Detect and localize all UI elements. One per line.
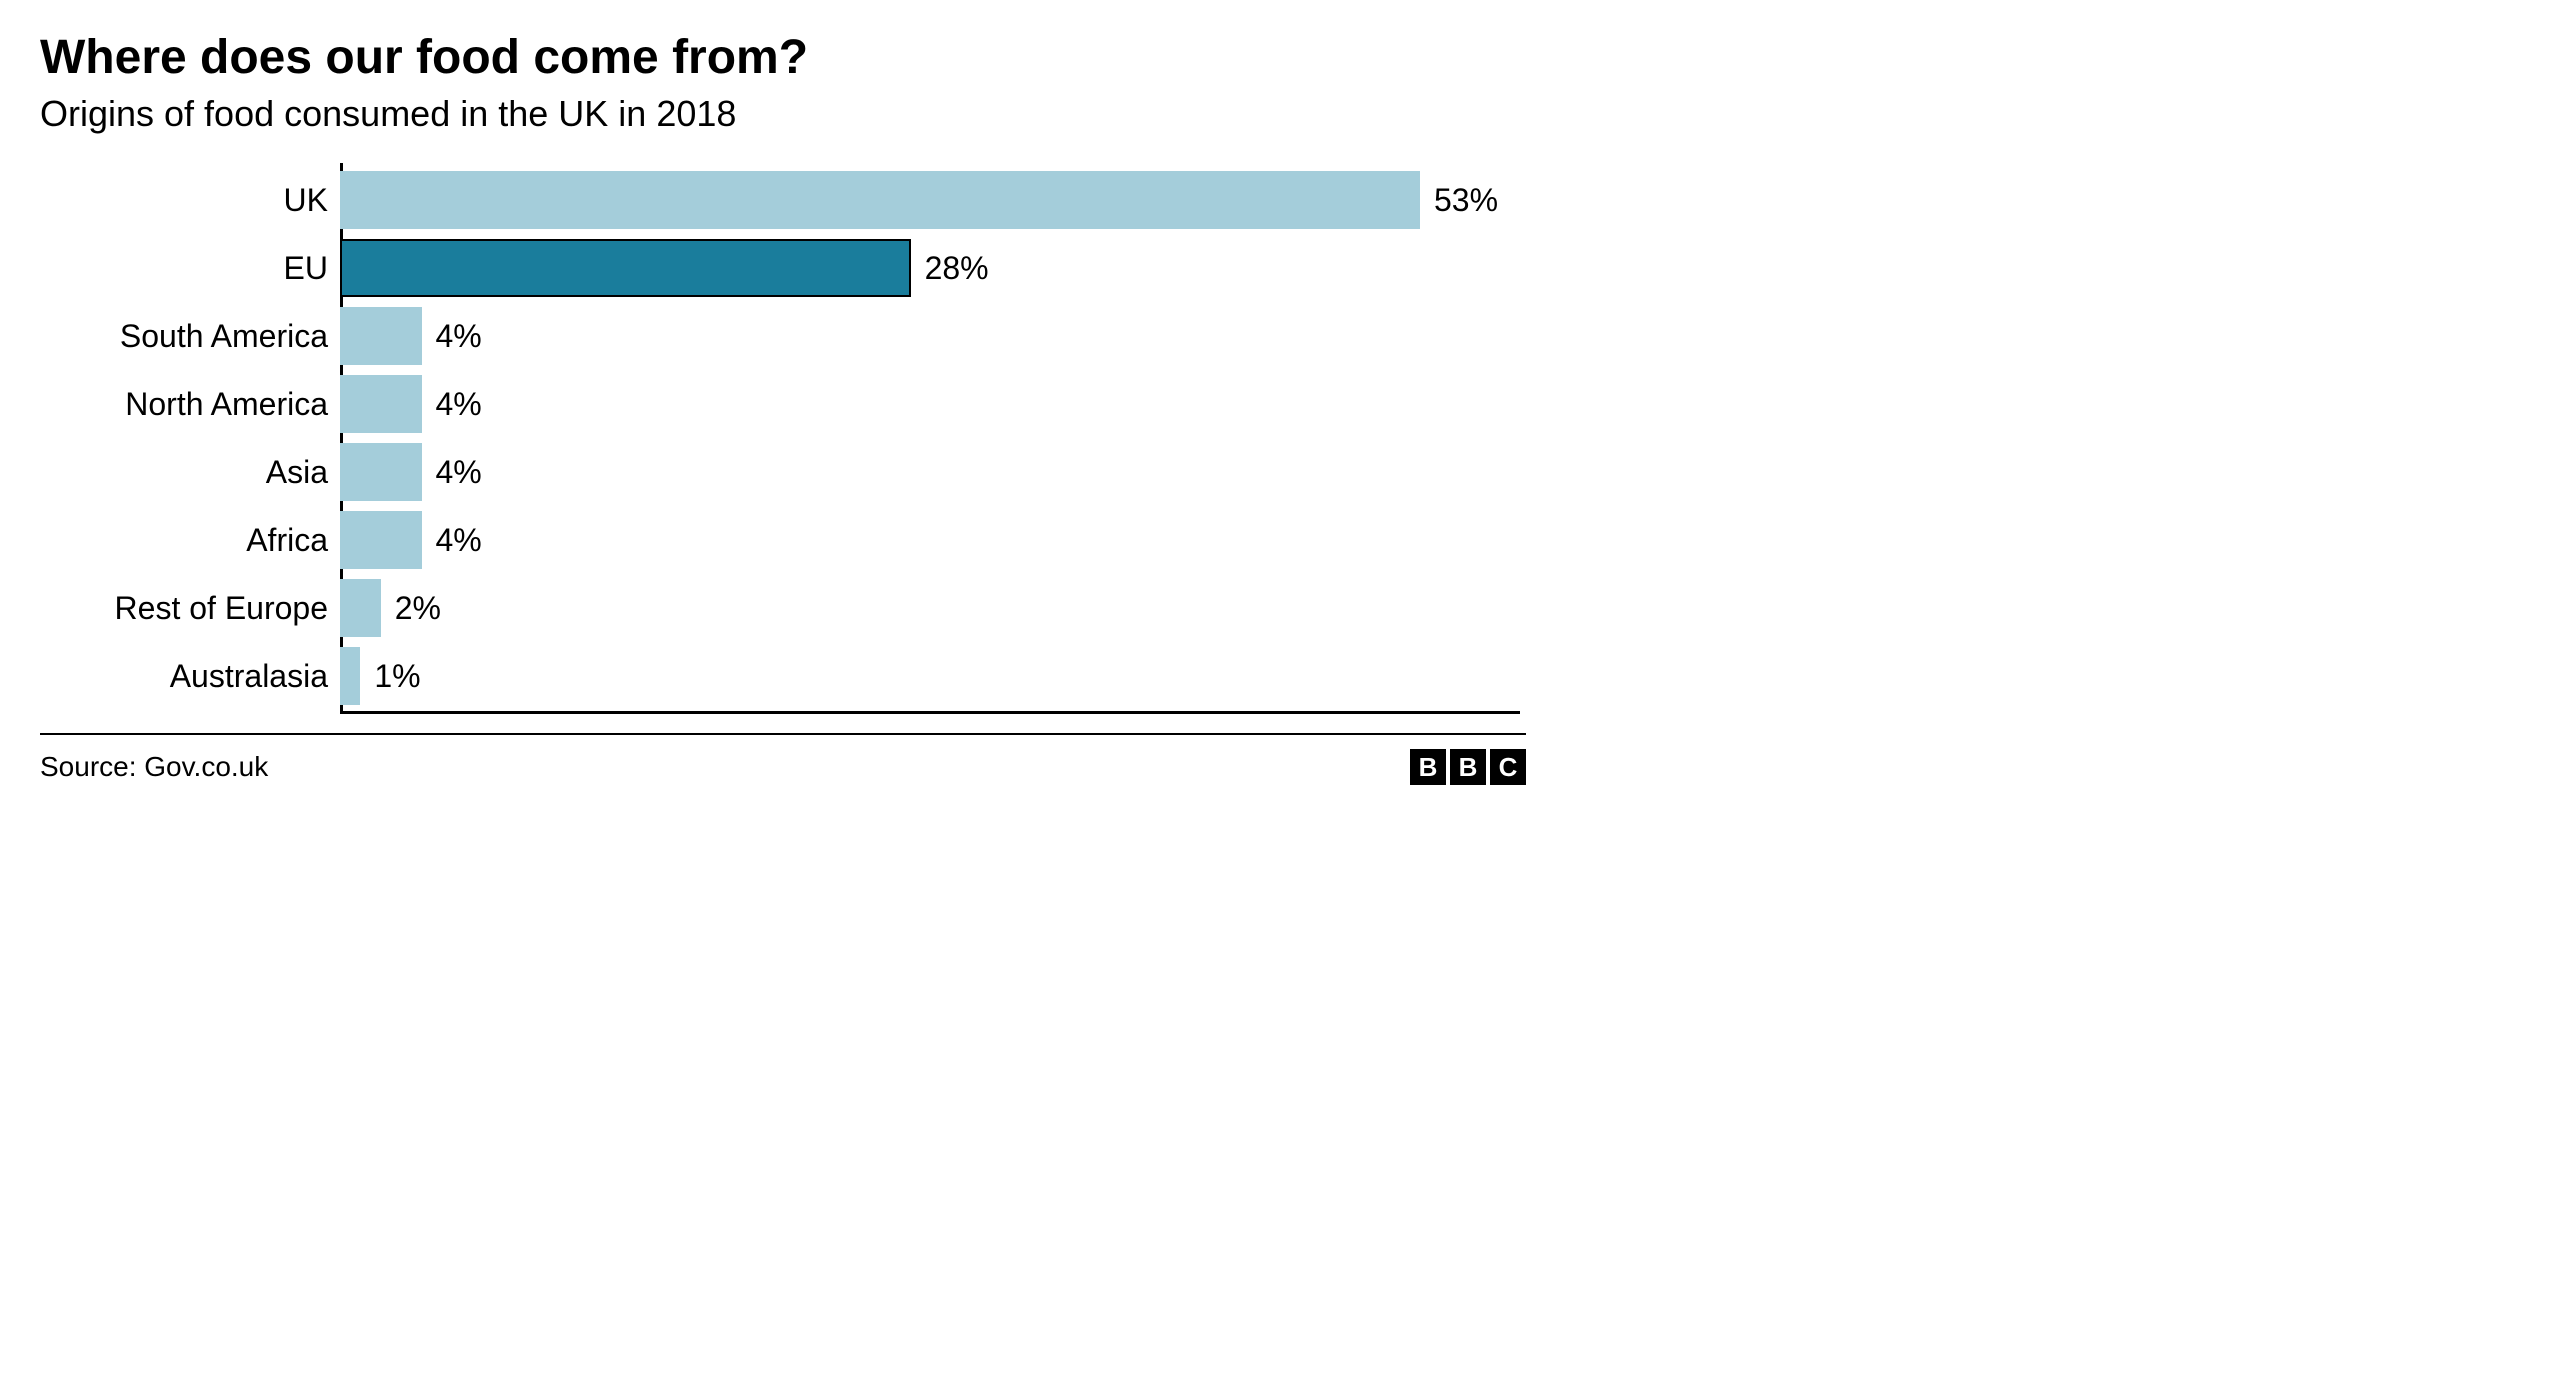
bar-track: 4%: [340, 307, 1526, 365]
value-label: 4%: [436, 522, 482, 559]
bar-track: 53%: [340, 171, 1526, 229]
bar: [340, 239, 911, 297]
bar: [340, 647, 360, 705]
footer-rule: [40, 733, 1526, 735]
bar-row: Africa 4%: [40, 511, 1526, 569]
bar: [340, 307, 422, 365]
value-label: 4%: [436, 386, 482, 423]
bar-row: Asia 4%: [40, 443, 1526, 501]
bar-row: South America 4%: [40, 307, 1526, 365]
bbc-logo: BBC: [1410, 749, 1526, 785]
bar-row: UK 53%: [40, 171, 1526, 229]
category-label: Asia: [40, 454, 340, 491]
bar-track: 1%: [340, 647, 1526, 705]
category-label: North America: [40, 386, 340, 423]
footer: Source: Gov.co.uk BBC: [40, 749, 1526, 785]
bar-row: North America 4%: [40, 375, 1526, 433]
chart-title: Where does our food come from?: [40, 30, 1526, 85]
value-label: 53%: [1434, 182, 1498, 219]
value-label: 1%: [374, 658, 420, 695]
value-label: 28%: [925, 250, 989, 287]
bar: [340, 171, 1420, 229]
bar: [340, 511, 422, 569]
category-label: Australasia: [40, 658, 340, 695]
value-label: 2%: [395, 590, 441, 627]
bar-row: Australasia 1%: [40, 647, 1526, 705]
category-label: South America: [40, 318, 340, 355]
bar: [340, 443, 422, 501]
bar: [340, 375, 422, 433]
category-label: UK: [40, 182, 340, 219]
bar-row: Rest of Europe 2%: [40, 579, 1526, 637]
chart-subtitle: Origins of food consumed in the UK in 20…: [40, 93, 1526, 135]
category-label: Rest of Europe: [40, 590, 340, 627]
bar-track: 28%: [340, 239, 1526, 297]
value-label: 4%: [436, 454, 482, 491]
logo-letter: B: [1450, 749, 1486, 785]
category-label: EU: [40, 250, 340, 287]
value-label: 4%: [436, 318, 482, 355]
logo-letter: C: [1490, 749, 1526, 785]
bar: [340, 579, 381, 637]
bar-track: 2%: [340, 579, 1526, 637]
source-text: Source: Gov.co.uk: [40, 751, 268, 783]
x-axis-line: [340, 711, 1520, 714]
bar-track: 4%: [340, 443, 1526, 501]
bar-row: EU 28%: [40, 239, 1526, 297]
category-label: Africa: [40, 522, 340, 559]
chart-area: UK 53% EU 28% South America 4% North America 4%…: [40, 171, 1526, 705]
logo-letter: B: [1410, 749, 1446, 785]
bar-track: 4%: [340, 375, 1526, 433]
bar-track: 4%: [340, 511, 1526, 569]
